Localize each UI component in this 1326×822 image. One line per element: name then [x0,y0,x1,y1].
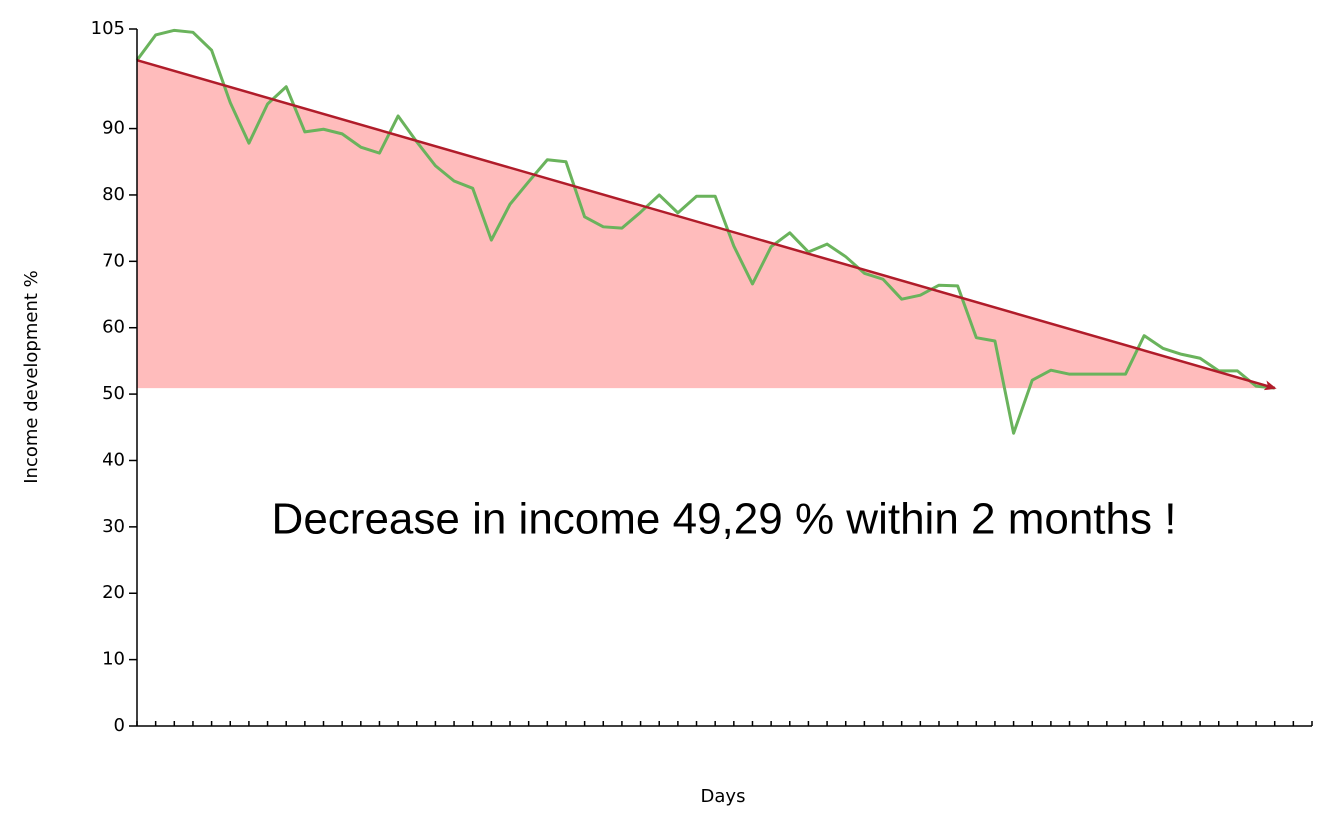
y-tick-label: 50 [102,383,125,404]
y-axis-label: Income development % [21,270,42,484]
data-line [135,28,1275,435]
y-tick-label: 80 [102,184,125,205]
y-tick-label: 0 [114,715,125,736]
y-tick-label: 90 [102,118,125,139]
x-axis-label: Days [701,786,746,807]
y-tick-label: 70 [102,250,125,271]
y-tick-label: 60 [102,317,125,338]
trend-line [136,58,1277,391]
y-tick-label: 10 [102,649,125,670]
y-tick-label: 105 [91,18,125,39]
y-tick-label: 40 [102,449,125,470]
plot: 0 10 20 30 40 50 60 70 80 90 105 [91,18,1313,736]
y-tick-label: 30 [102,516,125,537]
y-tick-label: 20 [102,582,125,603]
annotation: Decrease in income 49,29 % within 2 mont… [272,495,1177,544]
